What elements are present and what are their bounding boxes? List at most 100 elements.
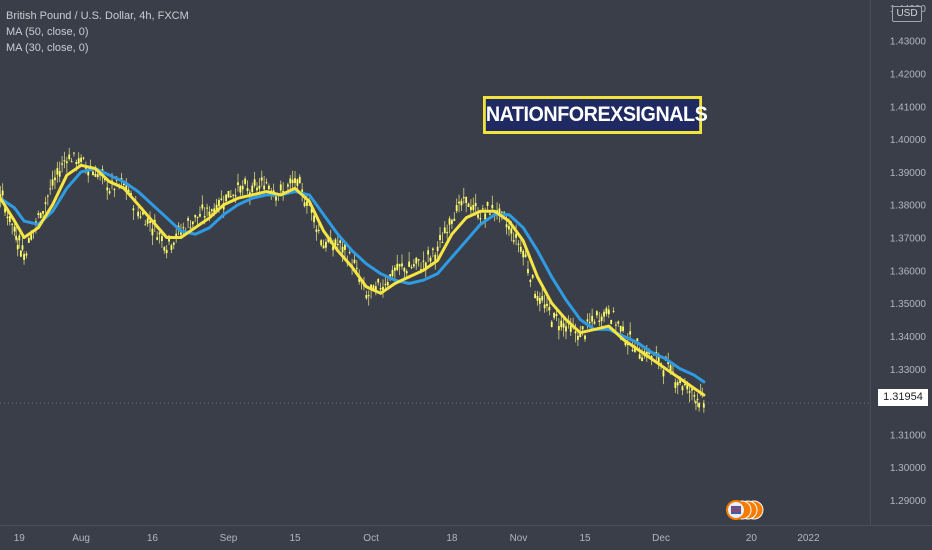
candle-body	[27, 238, 30, 243]
candle-body	[210, 209, 213, 212]
candle-body	[336, 243, 339, 246]
ma30-line	[0, 163, 706, 397]
candle-body	[465, 196, 468, 204]
candle-body	[298, 176, 301, 184]
candle-body	[588, 322, 591, 324]
ma30-legend[interactable]: MA (30, close, 0)	[6, 42, 89, 54]
candle-body	[460, 200, 463, 206]
candle-body	[87, 169, 90, 176]
candle-body	[605, 308, 608, 314]
candle-body	[334, 239, 337, 246]
candle-body	[603, 311, 605, 317]
ma50-legend[interactable]: MA (50, close, 0)	[6, 26, 89, 38]
candle-body	[448, 218, 451, 225]
x-tick-label: Nov	[510, 533, 528, 544]
candle-body	[322, 245, 325, 249]
candle-body	[122, 183, 125, 186]
candle-body	[49, 188, 52, 190]
symbol-title[interactable]: British Pound / U.S. Dollar, 4h, FXCM	[6, 10, 189, 22]
candle-body	[427, 250, 430, 255]
candle-body	[560, 320, 563, 328]
candle-body	[510, 228, 513, 234]
candle-body	[246, 188, 249, 191]
watermark-banner: NATIONFOREXSIGNALS	[483, 96, 708, 134]
candle-body	[636, 338, 639, 343]
candle-body	[481, 208, 484, 210]
candle-body	[443, 227, 446, 234]
candle-body	[172, 242, 175, 245]
candle-body	[279, 184, 282, 191]
candle-body	[484, 213, 487, 220]
candle-body	[695, 401, 697, 404]
candle-body	[455, 205, 458, 212]
candle-body	[132, 208, 135, 211]
candle-body	[377, 279, 380, 283]
candle-body	[267, 185, 270, 190]
candle-body	[467, 203, 470, 207]
candle-body	[434, 254, 437, 262]
candle-body	[619, 326, 622, 332]
candle-body	[191, 221, 194, 225]
candle-body	[201, 204, 204, 209]
candle-body	[598, 320, 601, 322]
x-tick-label: 15	[579, 533, 591, 544]
candle-body	[6, 216, 9, 219]
candle-body	[208, 211, 211, 216]
flag-events-icon[interactable]	[726, 499, 772, 521]
candle-body	[536, 296, 539, 301]
candle-body	[21, 245, 24, 250]
candle-body	[631, 349, 634, 351]
candle-body	[144, 224, 147, 226]
candle-body	[296, 179, 299, 186]
candle-body	[108, 191, 111, 194]
currency-selector[interactable]: USD	[892, 6, 922, 22]
candle-body	[70, 161, 73, 163]
candle-body	[691, 388, 693, 391]
candle-body	[182, 227, 185, 229]
candle-body	[30, 234, 33, 240]
candle-body	[422, 260, 425, 262]
candle-body	[451, 220, 453, 224]
candle-body	[548, 306, 551, 311]
candle-body	[693, 395, 696, 397]
candle-body	[291, 179, 294, 183]
candle-body	[8, 216, 11, 222]
candle-body	[527, 268, 529, 274]
candle-body	[512, 240, 515, 242]
candle-body	[538, 298, 541, 304]
candle-body	[63, 160, 66, 162]
candle-body	[348, 252, 351, 254]
candle-body	[46, 195, 49, 197]
last-price-label: 1.31954	[878, 389, 928, 406]
y-tick-label: 1.38000	[890, 201, 927, 212]
candle-body	[51, 179, 54, 186]
x-tick-label: 18	[446, 533, 458, 544]
candle-body	[436, 246, 439, 251]
candle-body	[429, 257, 432, 262]
candle-body	[301, 189, 304, 193]
candle-body	[439, 234, 441, 241]
candle-body	[225, 194, 227, 201]
candle-body	[251, 185, 254, 193]
candle-body	[593, 321, 596, 324]
candle-body	[698, 403, 701, 408]
candle-body	[372, 285, 375, 290]
candle-body	[403, 267, 406, 272]
candle-body	[417, 259, 420, 261]
candle-body	[353, 259, 356, 263]
candle-body	[355, 267, 358, 269]
candle-body	[68, 154, 71, 160]
candle-body	[393, 267, 396, 271]
candle-body	[401, 263, 403, 267]
candle-body	[241, 185, 244, 190]
candle-body	[137, 211, 140, 217]
candle-body	[44, 202, 47, 204]
candle-body	[696, 398, 699, 400]
candle-body	[408, 261, 411, 267]
y-tick-label: 1.34000	[890, 332, 927, 343]
candle-body	[676, 382, 679, 386]
candle-body	[15, 235, 18, 240]
candle-body	[139, 216, 142, 218]
